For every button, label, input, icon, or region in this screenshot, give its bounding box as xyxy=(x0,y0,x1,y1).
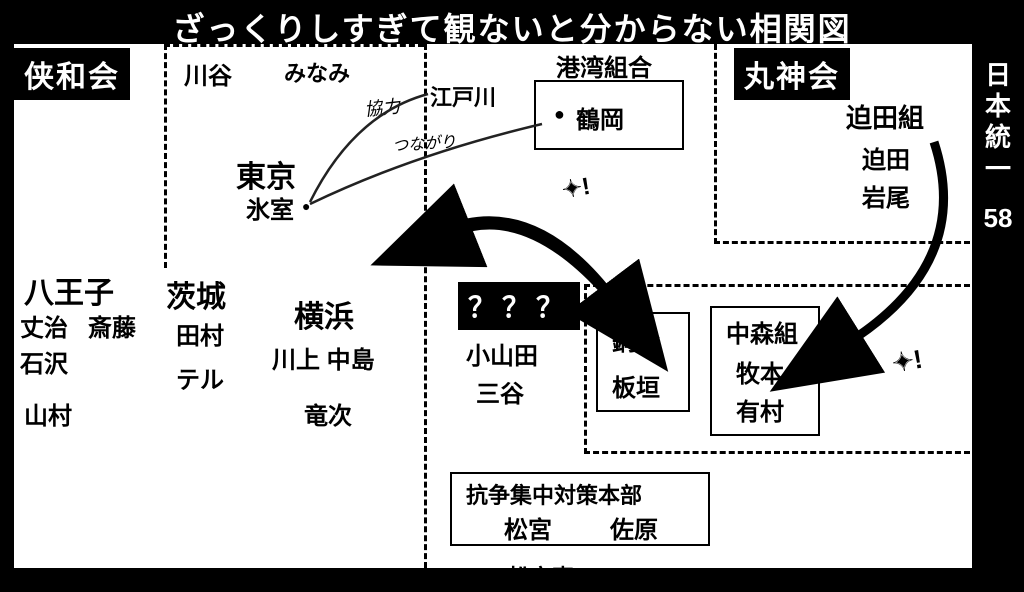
side-char-2: 本 xyxy=(985,91,1011,121)
label-kawatani: 川谷 xyxy=(184,56,232,91)
label-sakoda-gumi: 迫田組 xyxy=(846,98,924,135)
label-ishizawa: 石沢 xyxy=(20,344,68,379)
spark-icon-1: ✦! xyxy=(560,172,593,205)
label-kawakami-nakajima: 川上 中島 xyxy=(272,340,375,375)
label-ibaraki: 茨城 xyxy=(166,272,226,316)
label-oyamada: 小山田 xyxy=(466,336,538,371)
chart-title: ざっくりしすぎて観ないと分からない相関図 xyxy=(0,0,1024,50)
label-edogawa: 江戸川 xyxy=(430,80,496,112)
label-yamamura: 山村 xyxy=(24,396,72,431)
label-iwao: 岩尾 xyxy=(862,178,910,213)
label-minami: みなみ xyxy=(284,56,350,88)
label-teru: テル xyxy=(176,360,224,395)
diagram-canvas: 侠和会 丸神会 ？？？ 川谷 みなみ 江戸川 港湾組合 鶴岡 ● 迫田組 迫田 … xyxy=(14,44,972,568)
label-taisaku: 抗争集中対策本部 xyxy=(466,478,642,510)
org-question: ？？？ xyxy=(458,282,580,330)
dashed-divider-left xyxy=(164,44,167,268)
label-matsumiya-tsuma: 松宮妻 xyxy=(508,560,574,592)
label-sakoda: 迫田 xyxy=(862,140,910,175)
label-itagaki: 板垣 xyxy=(612,368,660,403)
label-kowan: 港湾組合 xyxy=(556,48,652,83)
label-arimura: 有村 xyxy=(736,392,784,427)
side-number: 58 xyxy=(978,203,1018,234)
label-hachioji: 八王子 xyxy=(24,268,114,312)
label-saito: 斎藤 xyxy=(88,308,136,343)
label-ryuji: 竜次 xyxy=(304,396,352,431)
side-char-1: 日 xyxy=(985,60,1011,90)
label-tsuruoka: 鶴岡 xyxy=(576,100,624,135)
dashed-divider-mid xyxy=(424,44,427,568)
spark-icon-2: ✦! xyxy=(890,344,925,380)
side-series-label: 日 本 統 一 58 xyxy=(978,60,1018,234)
org-kyowakai: 侠和会 xyxy=(14,48,130,100)
note-tsunagari: つながり xyxy=(391,128,457,156)
org-marugamikai: 丸神会 xyxy=(734,48,850,100)
label-yokohama: 横浜 xyxy=(294,292,354,336)
bullet-tsuruoka: ● xyxy=(554,104,565,125)
label-matsumiya: 松宮 xyxy=(504,510,552,545)
dot-himuro: ● xyxy=(302,198,310,214)
dashed-divider-top xyxy=(164,44,424,47)
label-joji: 丈治 xyxy=(20,308,68,343)
label-makimoto: 牧本 xyxy=(736,354,784,389)
side-char-3: 統 xyxy=(985,122,1011,152)
side-char-4: 一 xyxy=(985,154,1011,184)
label-hagane: 鋼会 xyxy=(612,322,660,357)
label-himuro: 氷室 xyxy=(246,190,294,225)
note-kyoryoku: 協力 xyxy=(363,92,402,122)
label-tamura: 田村 xyxy=(176,316,224,351)
label-nakamori: 中森組 xyxy=(726,314,798,349)
label-sahara: 佐原 xyxy=(610,510,658,545)
label-mitani: 三谷 xyxy=(476,374,524,409)
